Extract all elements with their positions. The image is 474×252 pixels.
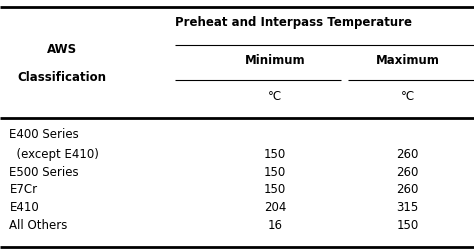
Text: Preheat and Interpass Temperature: Preheat and Interpass Temperature: [175, 16, 412, 29]
Text: 204: 204: [264, 200, 286, 213]
Text: 150: 150: [397, 218, 419, 231]
Text: 150: 150: [264, 182, 286, 196]
Text: 260: 260: [396, 182, 419, 196]
Text: °C: °C: [401, 89, 415, 102]
Text: 260: 260: [396, 165, 419, 178]
Text: °C: °C: [268, 89, 282, 102]
Text: 315: 315: [397, 200, 419, 213]
Text: 16: 16: [267, 218, 283, 231]
Text: E7Cr: E7Cr: [9, 182, 37, 196]
Text: 150: 150: [264, 147, 286, 160]
Text: Classification: Classification: [17, 71, 106, 83]
Text: E500 Series: E500 Series: [9, 165, 79, 178]
Text: Minimum: Minimum: [245, 54, 305, 67]
Text: E410: E410: [9, 200, 39, 213]
Text: (except E410): (except E410): [9, 147, 100, 160]
Text: All Others: All Others: [9, 218, 68, 231]
Text: Maximum: Maximum: [376, 54, 439, 67]
Text: 150: 150: [264, 165, 286, 178]
Text: 260: 260: [396, 147, 419, 160]
Text: AWS: AWS: [46, 43, 77, 55]
Text: E400 Series: E400 Series: [9, 127, 79, 140]
